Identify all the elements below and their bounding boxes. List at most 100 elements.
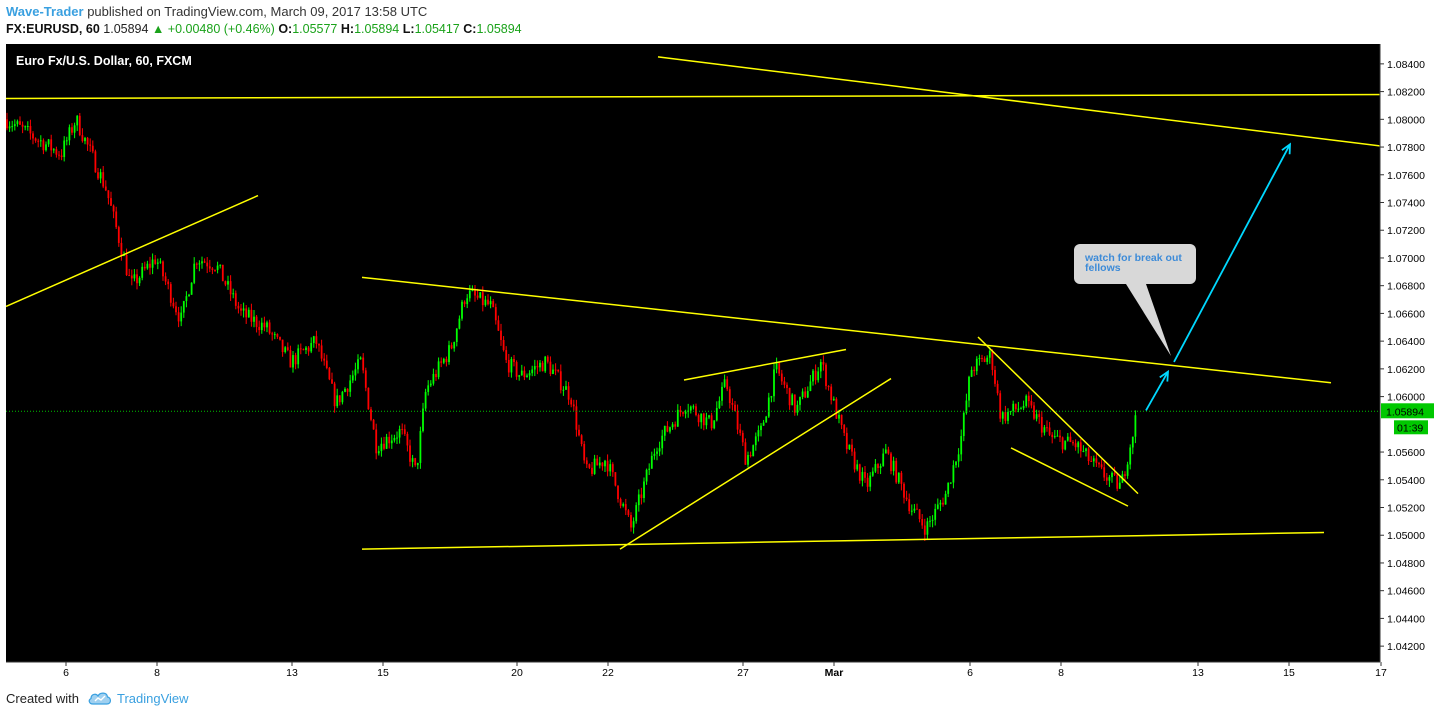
trendline[interactable] — [977, 336, 1139, 495]
trendline[interactable] — [361, 276, 1332, 384]
candle-body — [414, 458, 417, 466]
candle-body — [84, 137, 86, 142]
candle-body — [851, 444, 853, 452]
candle-body — [970, 369, 973, 377]
candle-body — [273, 334, 276, 336]
candle-body — [281, 339, 284, 352]
candle-body — [822, 362, 825, 365]
candle-body — [622, 504, 625, 506]
candle-body — [286, 347, 289, 351]
trendline[interactable] — [6, 93, 1434, 100]
candle-body — [21, 124, 24, 127]
tradingview-link[interactable]: TradingView — [117, 691, 189, 706]
candle-body — [89, 144, 92, 146]
chart-svg[interactable]: 1.08400 1.08200 1.08000 1.07800 1.07600 1.074… — [6, 44, 1434, 680]
candle-body — [539, 362, 541, 368]
time-axis[interactable] — [6, 662, 1434, 680]
candle-body — [653, 453, 656, 456]
candle-body — [819, 362, 822, 372]
candle-body — [910, 510, 913, 512]
candle-body — [164, 276, 167, 282]
candle-body — [497, 320, 500, 331]
candle-body — [24, 126, 27, 128]
candle-body — [591, 467, 593, 474]
candle-body — [250, 309, 253, 322]
candle-body — [596, 458, 599, 466]
candle-body — [1098, 462, 1100, 465]
candle-body — [471, 290, 474, 292]
candle-body — [741, 432, 744, 443]
trendline[interactable] — [361, 531, 1325, 550]
candle-body — [68, 127, 71, 141]
price-axis[interactable] — [1380, 44, 1434, 680]
candle-body — [362, 357, 365, 371]
candle-body — [349, 380, 352, 392]
candle-body — [390, 440, 393, 444]
price-tick-label: 1.05200 — [1387, 503, 1425, 515]
candle-body — [380, 443, 383, 452]
candle-body — [502, 340, 505, 351]
candle-body — [297, 348, 300, 365]
candle-body — [549, 361, 552, 375]
trendline[interactable] — [6, 194, 259, 308]
candle-body — [320, 345, 323, 359]
candle-body — [341, 391, 344, 403]
candle-body — [338, 395, 341, 403]
candle-body — [260, 322, 263, 331]
candle-body — [736, 411, 739, 430]
candle-body — [104, 186, 107, 191]
candle-body — [1007, 411, 1009, 421]
annotation-callout[interactable]: watch for break out fellows — [1074, 244, 1196, 284]
candle-body — [190, 282, 193, 295]
candle-body — [1004, 412, 1007, 421]
candle-body — [47, 139, 50, 145]
candle-body — [721, 386, 723, 401]
candle-body — [453, 341, 456, 349]
candle-body — [19, 121, 21, 125]
trendline[interactable] — [657, 56, 1434, 154]
arrow-line[interactable] — [1145, 371, 1169, 411]
candle-body — [778, 362, 781, 374]
candle-body — [258, 326, 261, 331]
candle-body — [167, 281, 170, 285]
candle-body — [523, 370, 526, 378]
candle-body — [336, 395, 339, 407]
candle-body — [474, 290, 476, 296]
candle-body — [793, 394, 796, 413]
candle-body — [682, 412, 684, 414]
trendline[interactable] — [619, 377, 892, 550]
candle-body — [1040, 417, 1043, 433]
trendline[interactable] — [683, 348, 847, 381]
candle-body — [757, 430, 760, 437]
candle-body — [479, 292, 482, 298]
candle-body — [1118, 482, 1121, 489]
candle-body — [773, 369, 775, 397]
arrow-head-icon — [1281, 142, 1291, 155]
candle-body — [840, 414, 843, 425]
arrow-line[interactable] — [1173, 143, 1291, 363]
candle-body — [487, 299, 489, 305]
time-tick-label: 15 — [377, 667, 389, 679]
candle-body — [419, 431, 422, 463]
trendline[interactable] — [1010, 447, 1129, 507]
candle-body — [710, 415, 713, 429]
chart-area[interactable]: 1.08400 1.08200 1.08000 1.07800 1.07600 1.074… — [6, 44, 1434, 680]
candle-body — [58, 154, 60, 156]
candle-body — [60, 155, 63, 158]
candle-body — [999, 393, 1002, 419]
candle-body — [81, 135, 84, 142]
candle-body — [133, 274, 136, 279]
candle-body — [617, 485, 619, 500]
candle-body — [640, 494, 643, 499]
candle-body — [663, 425, 666, 436]
price-tick-label: 1.06200 — [1387, 364, 1425, 376]
candle-body — [643, 481, 645, 499]
author-link[interactable]: Wave-Trader — [6, 4, 84, 19]
candle-body — [934, 508, 937, 520]
candle-body — [422, 408, 424, 432]
candle-body — [687, 410, 690, 412]
candle-body — [1046, 427, 1048, 429]
candle-body — [445, 358, 448, 363]
candle-body — [1095, 458, 1098, 463]
candle-body — [593, 458, 596, 474]
